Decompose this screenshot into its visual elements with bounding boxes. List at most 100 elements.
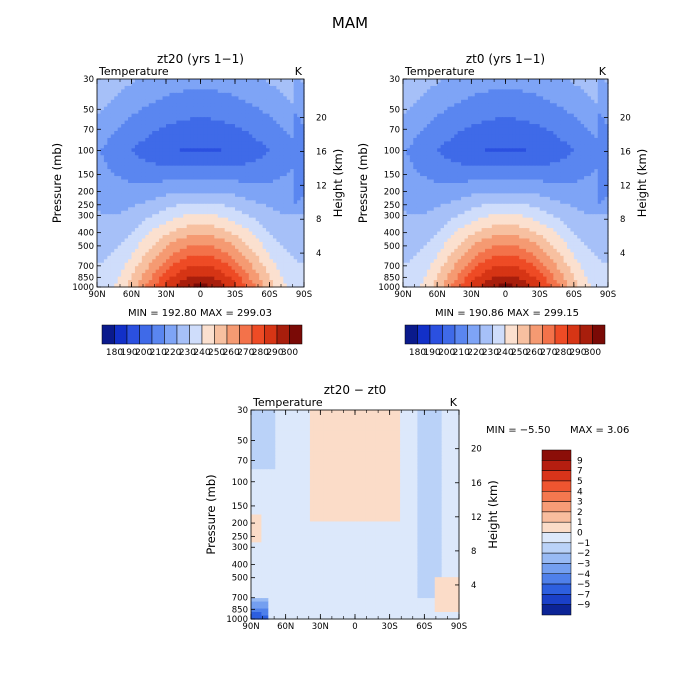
field-cell <box>276 217 281 222</box>
field-cell <box>259 124 264 129</box>
field-cell <box>464 103 469 108</box>
field-cell <box>179 231 184 236</box>
field-cell <box>134 210 139 215</box>
field-cell <box>529 106 534 111</box>
field-cell <box>221 189 226 194</box>
field-cell <box>217 172 222 177</box>
field-cell <box>488 144 493 149</box>
field-cell <box>488 96 493 101</box>
field-cell <box>279 131 284 136</box>
field-cell <box>228 144 233 149</box>
field-cell <box>186 99 191 104</box>
field-cell <box>444 117 449 122</box>
field-cell <box>186 203 191 208</box>
field-cell <box>107 92 112 97</box>
field-cell <box>245 248 250 253</box>
field-cell <box>505 89 510 94</box>
field-cell <box>117 224 122 229</box>
field-cell <box>128 193 133 198</box>
field-cell <box>235 238 240 243</box>
field-cell <box>207 235 212 240</box>
field-cell <box>169 280 174 285</box>
field-cell <box>183 103 188 108</box>
field-cell <box>248 280 253 285</box>
field-cell <box>124 110 129 115</box>
field-cell <box>300 113 305 118</box>
field-cell <box>286 183 291 188</box>
field-cell <box>200 155 205 160</box>
y-tick-label: 70 <box>83 125 94 135</box>
field-cell <box>413 106 418 111</box>
field-cell <box>145 155 150 160</box>
field-cell <box>148 79 153 84</box>
field-cell <box>203 245 208 250</box>
field-cell <box>203 169 208 174</box>
field-cell <box>241 82 246 87</box>
field-cell <box>262 113 267 118</box>
field-cell <box>155 92 160 97</box>
field-cell <box>124 172 129 177</box>
field-cell <box>300 103 305 108</box>
y-tick-label: 700 <box>78 262 94 272</box>
field-cell <box>474 103 479 108</box>
field-cell <box>238 217 243 222</box>
field-cell <box>235 224 240 229</box>
field-cell <box>203 99 208 104</box>
field-cell <box>162 193 167 198</box>
field-cell <box>103 120 108 125</box>
field-cell <box>169 283 174 288</box>
field-cell <box>203 231 208 236</box>
field-cell <box>279 155 284 160</box>
field-cell <box>193 207 198 212</box>
field-cell <box>539 96 544 101</box>
field-cell <box>176 255 181 260</box>
field-cell <box>276 196 281 201</box>
field-cell <box>529 131 534 136</box>
field-cell <box>176 169 181 174</box>
field-cell <box>131 238 136 243</box>
field-cell <box>262 110 267 115</box>
field-cell <box>549 85 554 90</box>
field-cell <box>124 124 129 129</box>
stats-0: MIN = 192.80 MAX = 299.03 <box>128 308 272 319</box>
field-cell <box>491 89 496 94</box>
field-cell <box>97 235 102 240</box>
field-cell <box>413 124 418 129</box>
field-cell <box>255 151 260 156</box>
field-cell <box>152 231 157 236</box>
field-cell <box>155 124 160 129</box>
field-cell <box>224 158 229 163</box>
field-cell <box>103 117 108 122</box>
field-cell <box>103 196 108 201</box>
field-cell <box>597 117 602 122</box>
field-cell <box>286 214 291 219</box>
field-cell <box>186 176 191 181</box>
field-cell <box>590 124 595 129</box>
field-cell <box>197 280 202 285</box>
field-cell <box>200 273 205 278</box>
field-cell <box>259 183 264 188</box>
field-cell <box>577 127 582 132</box>
field-cell <box>248 155 253 160</box>
field-cell <box>450 131 455 136</box>
field-cell <box>478 124 483 129</box>
field-cell <box>532 89 537 94</box>
field-cell <box>155 165 160 170</box>
field-cell <box>193 155 198 160</box>
field-cell <box>481 82 486 87</box>
field-cell <box>210 106 215 111</box>
field-cell <box>553 117 558 122</box>
field-cell <box>124 103 129 108</box>
field-cell <box>200 131 205 136</box>
field-cell <box>283 210 288 215</box>
field-cell <box>197 162 202 167</box>
field-cell <box>245 210 250 215</box>
field-cell <box>152 144 157 149</box>
field-cell <box>110 113 115 118</box>
field-cell <box>228 127 233 132</box>
field-cell <box>430 79 435 84</box>
field-cell <box>214 172 219 177</box>
field-cell <box>128 255 133 260</box>
field-cell <box>488 110 493 115</box>
colorbar-box <box>164 324 178 345</box>
